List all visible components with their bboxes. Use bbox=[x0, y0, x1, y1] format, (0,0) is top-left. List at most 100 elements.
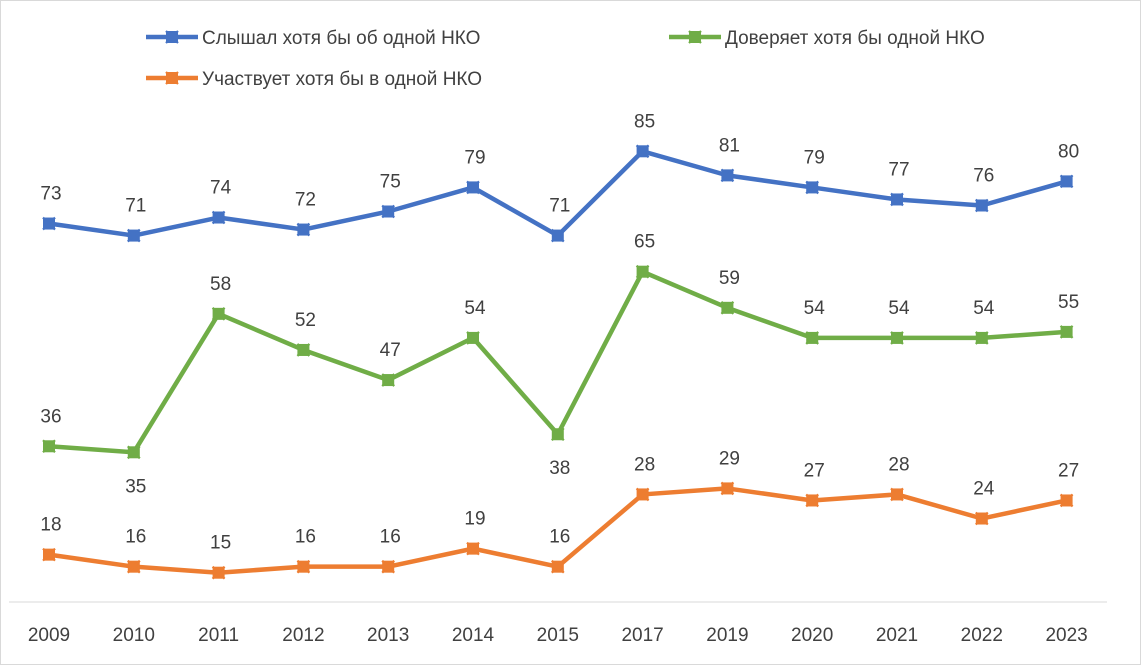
x-tick-label: 2022 bbox=[961, 625, 1003, 646]
data-point bbox=[296, 222, 311, 237]
data-label: 27 bbox=[1058, 460, 1079, 481]
data-point bbox=[466, 541, 480, 556]
x-tick-label: 2012 bbox=[282, 625, 324, 646]
data-point bbox=[42, 216, 56, 231]
data-label: 47 bbox=[380, 340, 401, 361]
data-label: 15 bbox=[210, 533, 231, 554]
x-tick-labels: 2009 2010 2011 2012 2013 2014 2015 2017 2019 2020… bbox=[28, 625, 1088, 646]
x-tick-label: 2021 bbox=[876, 625, 918, 646]
data-label: 27 bbox=[804, 460, 825, 481]
data-point bbox=[466, 180, 480, 195]
data-label: 54 bbox=[973, 298, 995, 319]
data-label: 75 bbox=[380, 172, 401, 193]
legend-label: Слышал хотя бы об одной НКО bbox=[202, 28, 480, 49]
data-label: 16 bbox=[549, 527, 570, 548]
data-label: 81 bbox=[719, 135, 740, 156]
data-label: 80 bbox=[1058, 141, 1079, 162]
legend-entry: Участвует хотя бы в одной НКО bbox=[146, 69, 482, 90]
x-tick-label: 2019 bbox=[706, 625, 748, 646]
data-label: 24 bbox=[973, 479, 995, 500]
legend-label: Доверяет хотя бы одной НКО bbox=[725, 28, 985, 49]
data-labels: 73 71 74 72 75 79 71 85 81 79 77 76 80 36 35 58 52 47 54 38… bbox=[40, 111, 1079, 553]
data-point bbox=[127, 559, 141, 574]
data-point bbox=[890, 331, 904, 345]
data-point bbox=[381, 204, 395, 219]
x-tick-label: 2017 bbox=[621, 625, 663, 646]
data-label: 71 bbox=[125, 196, 146, 217]
data-point bbox=[1059, 325, 1074, 339]
data-point bbox=[211, 565, 226, 580]
data-label: 36 bbox=[40, 406, 61, 427]
data-label: 85 bbox=[634, 111, 655, 132]
legend-marker bbox=[688, 30, 702, 44]
data-label: 28 bbox=[888, 454, 909, 475]
series-line bbox=[46, 269, 1069, 455]
data-point bbox=[211, 210, 226, 225]
data-label: 35 bbox=[125, 476, 146, 497]
data-point bbox=[1059, 174, 1074, 189]
data-label: 28 bbox=[634, 454, 655, 475]
data-label: 16 bbox=[125, 527, 146, 548]
data-label: 58 bbox=[210, 274, 231, 295]
x-tick-label: 2020 bbox=[791, 625, 833, 646]
data-point bbox=[551, 228, 565, 243]
data-point bbox=[720, 168, 735, 183]
data-point bbox=[975, 198, 989, 213]
data-label: 55 bbox=[1058, 292, 1079, 313]
data-point bbox=[805, 331, 819, 345]
data-label: 79 bbox=[804, 147, 825, 168]
data-point bbox=[805, 180, 819, 195]
data-label: 72 bbox=[295, 190, 316, 211]
legend-marker bbox=[165, 30, 179, 44]
data-point bbox=[1059, 493, 1074, 508]
series-layer bbox=[42, 144, 1074, 580]
data-point bbox=[296, 343, 311, 357]
data-point bbox=[551, 427, 565, 442]
data-point bbox=[42, 547, 56, 562]
data-label: 38 bbox=[549, 458, 570, 479]
data-point bbox=[890, 192, 904, 207]
x-tick-label: 2010 bbox=[113, 625, 155, 646]
legend-entry: Доверяет хотя бы одной НКО bbox=[669, 28, 985, 49]
legend-label: Участвует хотя бы в одной НКО bbox=[202, 69, 482, 90]
data-point bbox=[466, 331, 480, 345]
data-point bbox=[127, 228, 141, 243]
data-label: 54 bbox=[804, 298, 826, 319]
x-tick-label: 2011 bbox=[198, 625, 239, 646]
legend: Слышал хотя бы об одной НКО Доверяет хотя… bbox=[146, 28, 985, 90]
data-point bbox=[720, 301, 735, 315]
data-point bbox=[720, 481, 735, 496]
legend-entry: Слышал хотя бы об одной НКО bbox=[146, 28, 480, 49]
data-point bbox=[635, 487, 650, 502]
data-point bbox=[42, 439, 56, 454]
x-tick-label: 2009 bbox=[28, 625, 70, 646]
data-point bbox=[551, 559, 565, 574]
data-label: 71 bbox=[549, 196, 570, 217]
data-label: 29 bbox=[719, 448, 740, 469]
data-point bbox=[890, 487, 904, 502]
data-point bbox=[211, 307, 226, 321]
data-label: 74 bbox=[210, 178, 232, 199]
data-label: 73 bbox=[40, 184, 61, 205]
data-label: 79 bbox=[464, 147, 485, 168]
data-point bbox=[635, 144, 650, 159]
data-label: 65 bbox=[634, 232, 655, 253]
legend-marker bbox=[165, 71, 179, 85]
data-label: 52 bbox=[295, 310, 316, 331]
x-tick-label: 2015 bbox=[537, 625, 579, 646]
data-label: 19 bbox=[464, 509, 485, 530]
data-point bbox=[635, 264, 650, 279]
x-tick-label: 2013 bbox=[367, 625, 409, 646]
data-point bbox=[381, 559, 395, 574]
x-tick-label: 2014 bbox=[452, 625, 495, 646]
data-label: 54 bbox=[464, 298, 486, 319]
series-line bbox=[46, 149, 1069, 238]
x-tick-label: 2023 bbox=[1045, 625, 1087, 646]
data-label: 16 bbox=[295, 527, 316, 548]
data-point bbox=[975, 511, 989, 526]
data-label: 18 bbox=[40, 515, 61, 536]
data-label: 16 bbox=[380, 527, 401, 548]
data-label: 59 bbox=[719, 268, 740, 289]
